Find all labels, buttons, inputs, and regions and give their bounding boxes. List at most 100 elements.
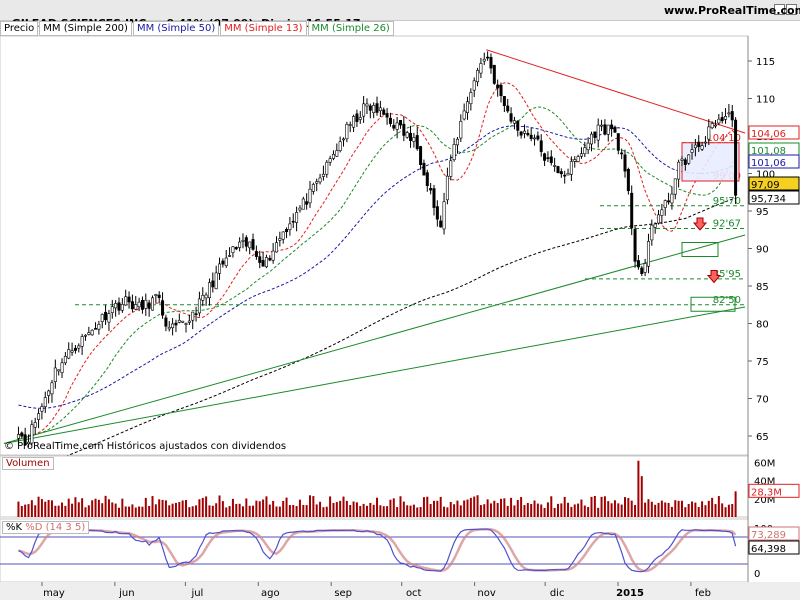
candle-body bbox=[325, 161, 329, 175]
site-link[interactable]: www.ProRealTime.com bbox=[664, 4, 800, 17]
legend-sma50[interactable]: MM (Simple 50) bbox=[132, 21, 220, 36]
volume-bar bbox=[345, 500, 348, 517]
candle-body bbox=[73, 347, 77, 351]
volume-bar bbox=[379, 505, 382, 517]
stoch-k-title[interactable]: %K bbox=[6, 522, 23, 533]
volume-tick-label: 40M bbox=[754, 477, 775, 488]
volume-bar bbox=[543, 507, 546, 517]
legend-price[interactable]: Precio bbox=[0, 21, 39, 36]
candle-body bbox=[596, 124, 600, 141]
candle-body bbox=[358, 117, 362, 120]
volume-bar bbox=[577, 503, 580, 517]
volume-bar bbox=[24, 504, 27, 517]
sma200-line bbox=[18, 197, 736, 474]
candle-body bbox=[398, 119, 402, 126]
candle-body bbox=[610, 124, 614, 129]
candle-body bbox=[50, 382, 54, 395]
volume-bar bbox=[342, 496, 345, 517]
volume-bar bbox=[717, 496, 720, 517]
candle-body bbox=[342, 138, 346, 141]
volume-bar bbox=[121, 498, 124, 517]
candle-body bbox=[248, 241, 252, 249]
candle-body bbox=[402, 123, 406, 136]
candle-body bbox=[419, 146, 423, 165]
volume-bar bbox=[124, 506, 127, 517]
volume-bar bbox=[174, 502, 177, 517]
candle-body bbox=[663, 200, 667, 208]
price-label-box bbox=[748, 176, 800, 191]
volume-bar bbox=[399, 496, 402, 517]
volume-bar bbox=[64, 505, 67, 517]
candle-body bbox=[378, 107, 382, 112]
volume-bar bbox=[148, 506, 151, 517]
candle-body bbox=[285, 229, 289, 233]
candle-body bbox=[502, 96, 506, 106]
volume-bar bbox=[617, 503, 620, 517]
candle-body bbox=[37, 413, 41, 420]
candle-body bbox=[690, 149, 694, 153]
volume-bar bbox=[262, 499, 265, 517]
candle-body bbox=[278, 238, 282, 241]
stoch-d-title[interactable]: %D (14 3 5) bbox=[25, 522, 86, 533]
candle-body bbox=[181, 320, 185, 323]
candle-body bbox=[392, 125, 396, 129]
volume-bar bbox=[684, 507, 687, 517]
candle-body bbox=[308, 188, 312, 204]
stoch-tick-label: 0 bbox=[754, 569, 760, 580]
x-tick-label: dic bbox=[550, 588, 565, 599]
volume-bar bbox=[654, 504, 657, 517]
candle-body bbox=[670, 193, 674, 204]
candle-body bbox=[693, 144, 697, 149]
volume-title[interactable]: Volumen bbox=[2, 457, 54, 470]
volume-bar bbox=[138, 506, 141, 517]
volume-bar bbox=[91, 500, 94, 517]
volume-bar bbox=[724, 507, 727, 517]
maximize-icon[interactable] bbox=[786, 4, 797, 15]
volume-bar bbox=[422, 497, 425, 517]
volume-bar bbox=[87, 505, 90, 517]
volume-bar bbox=[691, 501, 694, 517]
volume-bar bbox=[352, 501, 355, 517]
volume-bar bbox=[309, 495, 312, 517]
volume-tick-label: 60M bbox=[754, 459, 775, 470]
volume-bar bbox=[107, 499, 110, 517]
candle-body bbox=[439, 220, 443, 228]
volume-bar bbox=[325, 506, 328, 517]
candle-body bbox=[27, 441, 31, 445]
volume-bar bbox=[369, 502, 372, 517]
volume-bar bbox=[701, 501, 704, 517]
candle-body bbox=[455, 138, 459, 146]
legend-sma13[interactable]: MM (Simple 13) bbox=[220, 21, 307, 36]
volume-bar bbox=[603, 496, 606, 517]
legend-sma200[interactable]: MM (Simple 200) bbox=[39, 21, 132, 36]
volume-bar bbox=[416, 507, 419, 517]
candle-body bbox=[506, 105, 510, 112]
candle-body bbox=[543, 153, 547, 161]
volume-bar bbox=[77, 502, 80, 517]
volume-bar bbox=[302, 504, 305, 517]
volume-bar bbox=[252, 505, 255, 517]
candle-body bbox=[70, 350, 74, 353]
candle-body bbox=[549, 156, 553, 163]
candle-body bbox=[606, 124, 610, 135]
candle-body bbox=[63, 356, 67, 364]
volume-bar bbox=[151, 496, 154, 517]
legend-sma26[interactable]: MM (Simple 26) bbox=[307, 21, 394, 36]
volume-panel bbox=[0, 455, 749, 518]
volume-bar bbox=[409, 505, 412, 517]
volume-bar bbox=[687, 504, 690, 517]
candle-body bbox=[583, 147, 587, 155]
candle-body bbox=[104, 311, 108, 321]
x-tick-label: jul bbox=[190, 588, 203, 599]
volume-bar bbox=[493, 500, 496, 517]
volume-bar bbox=[50, 500, 53, 517]
volume-bar bbox=[402, 501, 405, 517]
volume-bar bbox=[84, 507, 87, 517]
candle-body bbox=[589, 133, 593, 145]
candle-body bbox=[274, 242, 278, 253]
volume-bar bbox=[439, 496, 442, 517]
candle-body bbox=[546, 157, 550, 159]
candle-body bbox=[707, 126, 711, 140]
minimize-icon[interactable] bbox=[774, 4, 785, 15]
candle-body bbox=[469, 92, 473, 105]
